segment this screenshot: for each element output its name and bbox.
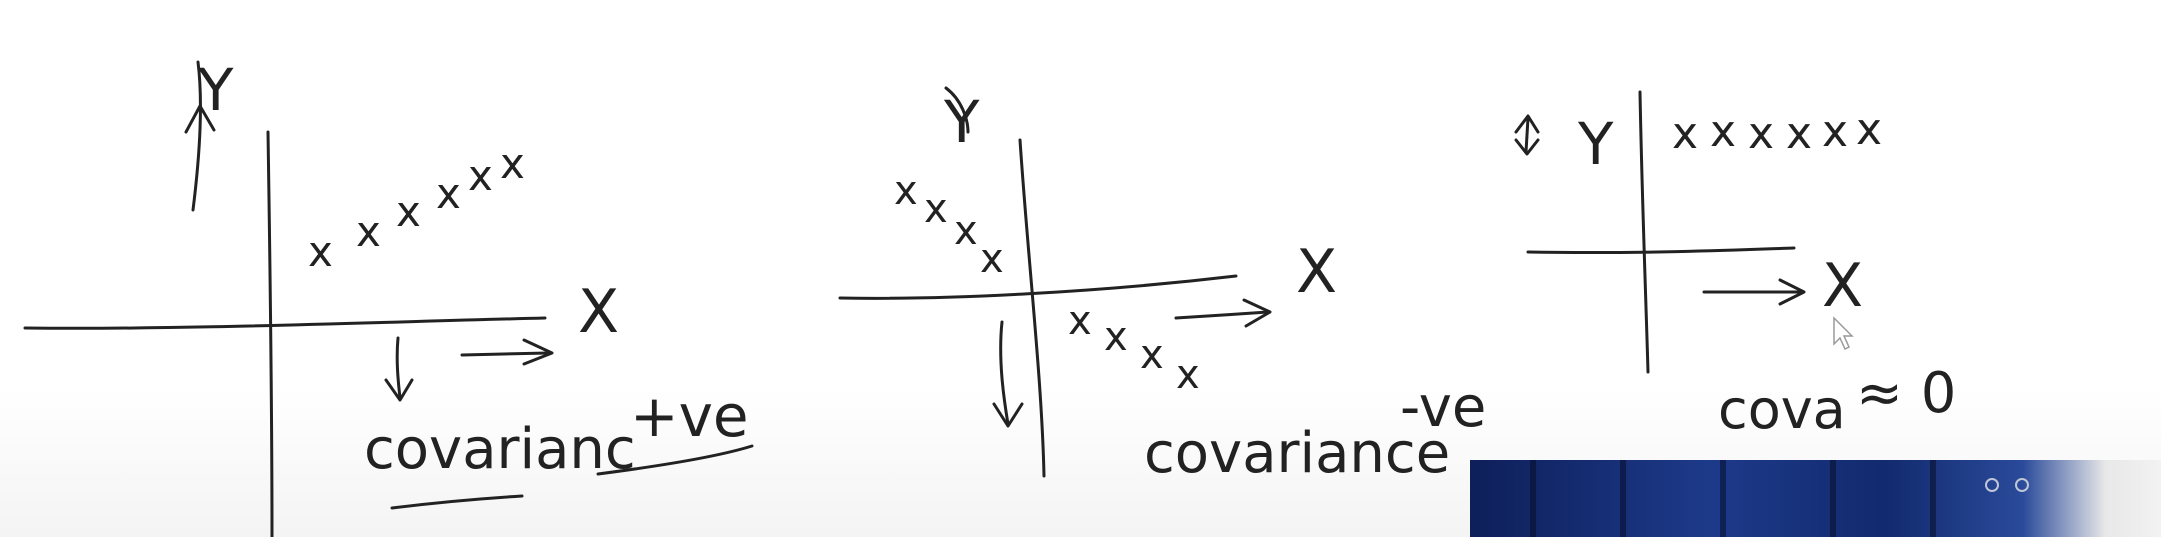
data-point: x <box>924 186 948 232</box>
caption-text: cova <box>1718 378 1846 441</box>
right-arrow-icon <box>1778 278 1806 306</box>
curtain-fold <box>1930 460 1936 537</box>
data-point: x <box>396 187 421 236</box>
caption-text: covariance <box>1144 421 1450 486</box>
y-axis-line <box>266 130 274 537</box>
y-axis-line <box>1018 138 1046 478</box>
right-arrow-icon <box>1242 298 1272 328</box>
data-point: x <box>500 139 525 188</box>
down-stroke <box>395 336 402 400</box>
data-point: x <box>1176 352 1200 398</box>
data-point: x <box>356 207 381 256</box>
sign-text: -ve <box>1400 375 1486 440</box>
data-point: x <box>1710 106 1736 157</box>
data-points: x x x x x x <box>1672 104 1882 159</box>
panel-zero-covariance: Y X x x x x x x cova ≈ 0 <box>1514 90 1956 441</box>
data-point: x <box>1856 104 1882 155</box>
data-point: x <box>436 169 461 218</box>
y-axis-stroke <box>944 86 970 134</box>
axis-y-label: Y <box>1577 110 1614 178</box>
down-arrow-icon <box>1514 138 1540 156</box>
data-point: x <box>1672 108 1698 159</box>
data-points: x x x x x x <box>308 139 525 276</box>
data-point: x <box>1786 108 1812 159</box>
data-point: x <box>954 208 978 254</box>
axis-y-label: Y <box>197 56 234 124</box>
data-point: x <box>308 227 333 276</box>
panel-negative-covariance: Y X x x x x x x x x covariance -ve <box>838 86 1486 486</box>
down-stroke <box>999 320 1010 426</box>
x-axis-line <box>23 316 547 330</box>
up-arrow-icon <box>184 104 216 134</box>
webcam-video-icon[interactable] <box>1470 460 2161 537</box>
axis-x-label: X <box>1296 237 1337 307</box>
data-point: x <box>468 151 493 200</box>
curtain-fold <box>1830 460 1836 537</box>
curtain-fold <box>1530 460 1536 537</box>
data-point: x <box>1748 108 1774 159</box>
curtain-fold <box>1720 460 1726 537</box>
up-arrow-icon <box>1514 114 1540 134</box>
axis-x-label: X <box>578 277 619 347</box>
x-axis-line <box>838 274 1238 300</box>
data-point: x <box>1068 298 1092 344</box>
y-axis-line <box>1638 90 1650 374</box>
mouse-cursor-icon <box>1833 316 1854 351</box>
y-axis-stroke <box>191 60 203 212</box>
curtain-fold <box>1620 460 1626 537</box>
caption-underline <box>390 494 524 510</box>
data-point: x <box>980 236 1004 282</box>
sign-text: ≈ 0 <box>1856 361 1956 426</box>
sign-text: +ve <box>630 382 749 450</box>
data-points: x x x x x x x x <box>894 168 1200 398</box>
data-point: x <box>1104 314 1128 360</box>
data-point: x <box>1140 332 1164 378</box>
x-axis-line <box>1526 246 1796 255</box>
down-arrow-icon <box>992 402 1024 428</box>
right-stroke <box>1174 310 1270 320</box>
right-stroke <box>460 351 550 357</box>
data-point: x <box>1822 106 1848 157</box>
axis-y-label: Y <box>943 88 980 156</box>
updown-stroke <box>1524 116 1530 154</box>
right-arrow-icon <box>522 338 554 366</box>
axis-x-label: X <box>1822 251 1863 321</box>
curtain-ring <box>2015 478 2029 492</box>
data-point: x <box>894 168 918 214</box>
down-arrow-icon <box>384 378 414 402</box>
panel-positive-covariance: Y X x x x x x x covarianc +ve <box>23 56 754 537</box>
caption-text: covarianc <box>364 417 636 482</box>
sign-underline <box>596 444 754 476</box>
curtain-ring <box>1985 478 1999 492</box>
